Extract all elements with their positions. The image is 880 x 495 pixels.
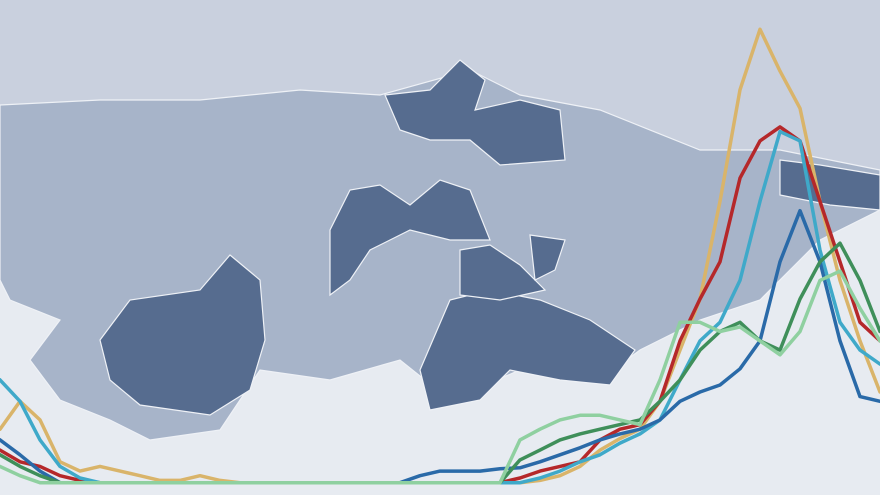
series-line: [0, 269, 880, 485]
sea: [0, 0, 880, 210]
municipality-dark: [329, 179, 491, 297]
municipality-dark: [384, 59, 566, 166]
lines: [0, 27, 880, 485]
municipality-dark: [99, 254, 266, 416]
municipality-dark: [529, 234, 566, 281]
municipality-dark: [459, 244, 547, 301]
